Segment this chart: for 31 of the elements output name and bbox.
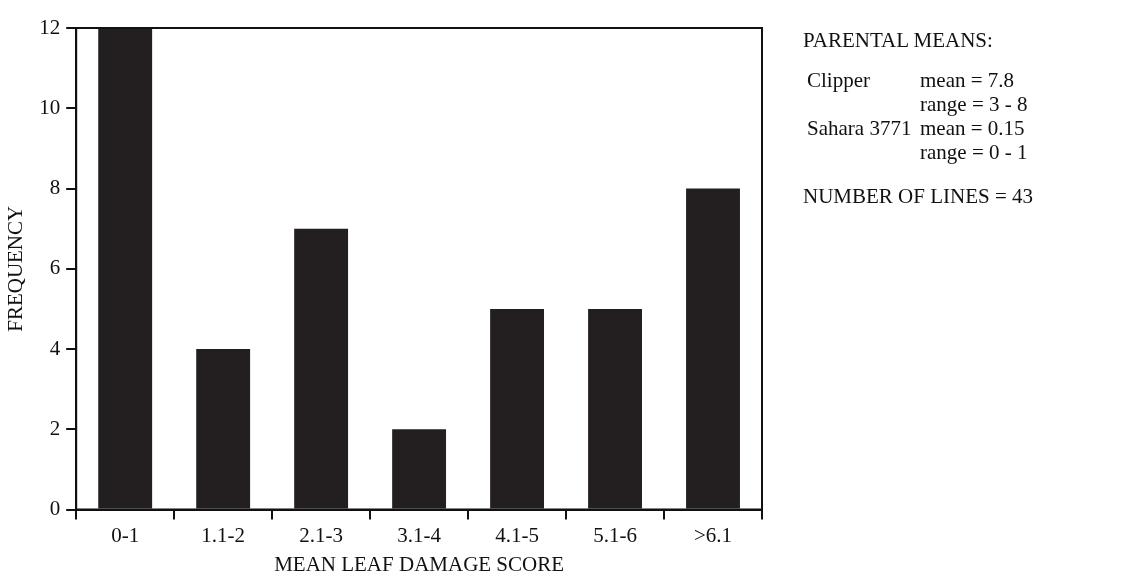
text: PARENTAL MEANS:	[803, 28, 993, 52]
x-tick-label: 1.1-2	[201, 522, 246, 547]
bar	[98, 28, 153, 509]
text: Sahara 3771	[807, 116, 912, 140]
y-tick-label: 0	[49, 496, 61, 521]
y-tick-label: 2	[49, 415, 61, 440]
y-tick-label: 12	[39, 14, 61, 39]
x-tick-label: 0-1	[111, 522, 140, 547]
text: range = 0 - 1	[920, 140, 1028, 164]
text: mean = 0.15	[920, 116, 1025, 140]
x-tick-label: 3.1-4	[397, 522, 442, 547]
x-tick-label: 2.1-3	[299, 522, 343, 547]
y-tick-label: 10	[39, 94, 61, 119]
x-axis-title: MEAN LEAF DAMAGE SCORE	[274, 551, 565, 576]
bar	[392, 429, 447, 509]
bar	[196, 349, 251, 509]
x-tick-label: >6.1	[693, 522, 733, 547]
y-tick-label: 8	[49, 175, 61, 200]
y-tick-label: 4	[49, 335, 61, 360]
text: range = 3 - 8	[920, 92, 1028, 116]
bar	[686, 188, 740, 509]
bar	[490, 308, 545, 509]
y-axis-title: FREQUENCY	[3, 205, 28, 332]
x-tick-label: 4.1-5	[495, 522, 539, 547]
x-tick-label: 5.1-6	[593, 522, 637, 547]
text: mean = 7.8	[920, 68, 1015, 92]
bar	[294, 228, 349, 509]
text: NUMBER OF LINES = 43	[803, 184, 1034, 208]
bar	[588, 308, 642, 509]
text: Clipper	[807, 68, 870, 92]
y-tick-label: 6	[49, 255, 61, 280]
